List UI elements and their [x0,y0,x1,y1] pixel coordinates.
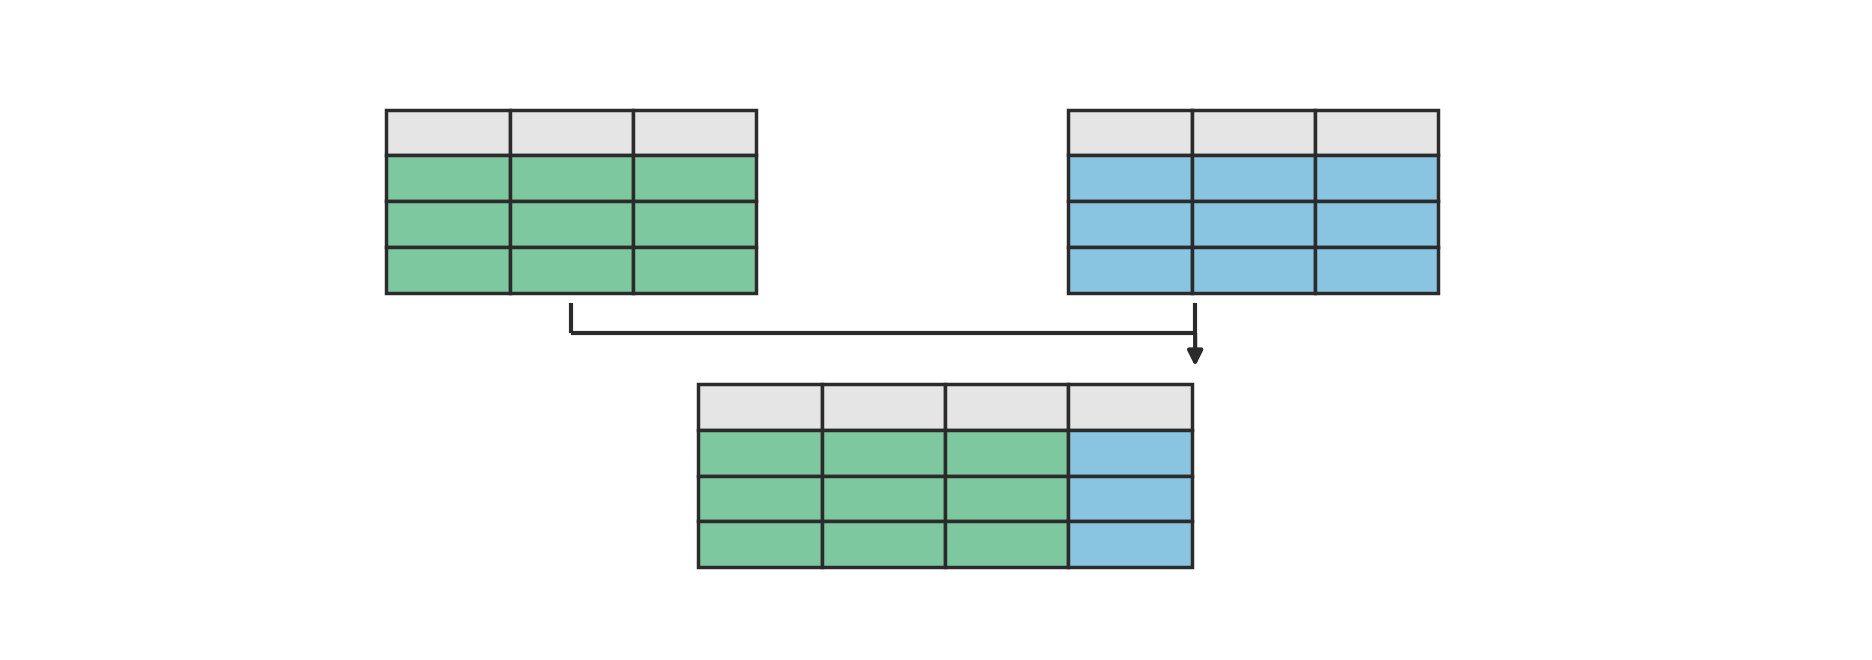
Bar [945,384,1069,430]
Bar [509,110,633,156]
Bar [1191,156,1314,201]
Bar [1191,201,1314,247]
Bar [386,156,509,201]
Bar [698,430,822,476]
Bar [509,156,633,201]
Bar [945,521,1069,567]
Bar [1069,430,1192,476]
Bar [698,384,822,430]
Bar [1069,384,1192,430]
Bar [633,156,756,201]
Bar [386,110,509,156]
Bar [1069,201,1192,247]
Bar [1314,247,1438,292]
Bar [945,430,1069,476]
Bar [386,201,509,247]
Bar [698,476,822,521]
Bar [822,384,945,430]
Bar [1191,110,1314,156]
Bar [1191,247,1314,292]
Bar [945,476,1069,521]
Bar [1069,156,1192,201]
Bar [633,110,756,156]
Bar [698,521,822,567]
Bar [509,201,633,247]
Bar [386,247,509,292]
Bar [822,476,945,521]
Bar [822,430,945,476]
Bar [1314,201,1438,247]
Bar [509,247,633,292]
Bar [1069,476,1192,521]
Bar [1069,247,1192,292]
Bar [1314,110,1438,156]
Bar [1069,521,1192,567]
Bar [1069,110,1192,156]
Bar [822,521,945,567]
Bar [633,247,756,292]
Bar [1314,156,1438,201]
Bar [633,201,756,247]
